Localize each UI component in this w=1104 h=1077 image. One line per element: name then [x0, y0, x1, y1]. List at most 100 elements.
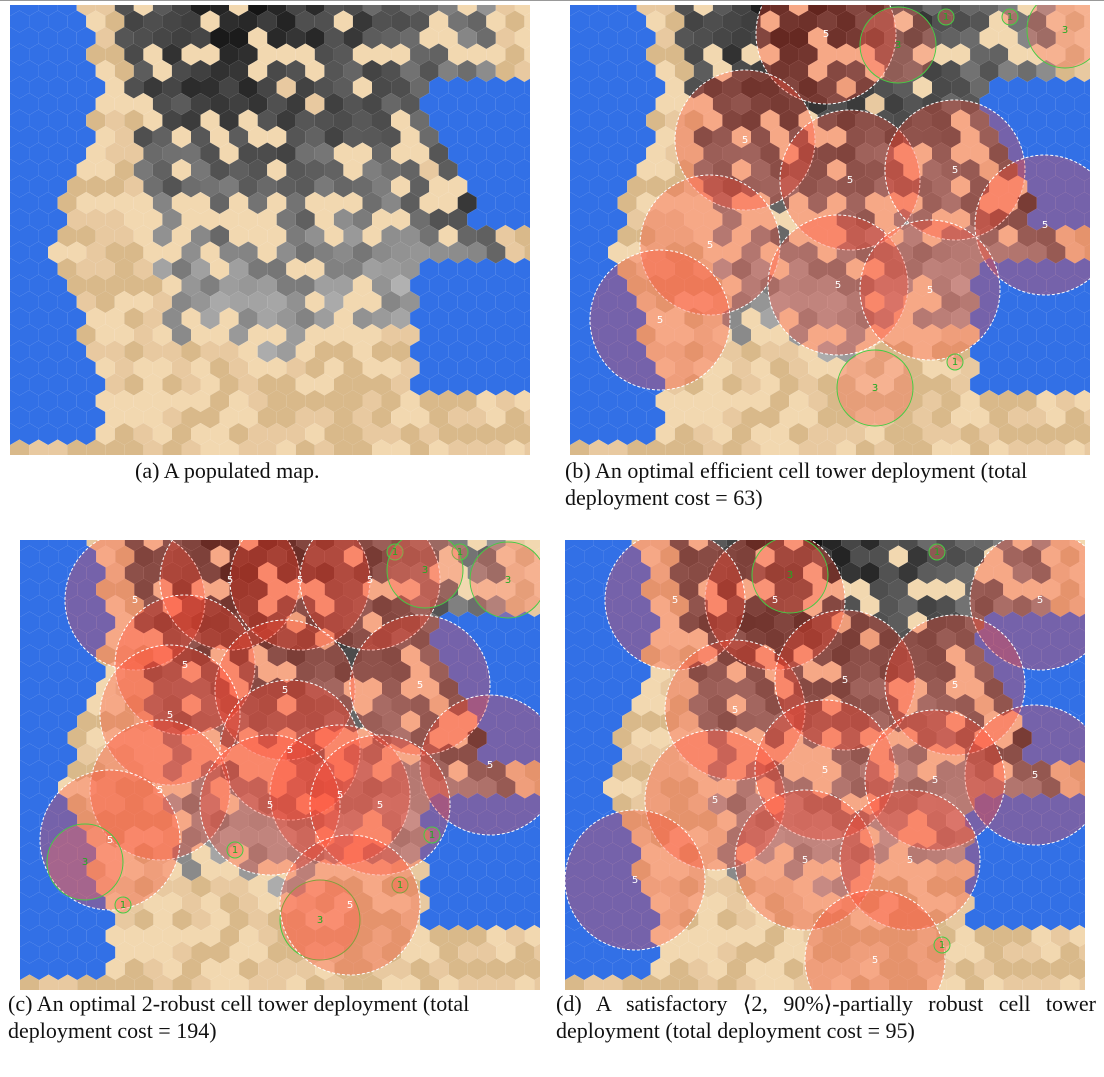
tower-cost: 5: [907, 855, 913, 866]
hex-cell: [541, 324, 560, 346]
hex-cell: [0, 892, 11, 914]
hex-cell: [1089, 628, 1104, 650]
hex-cell: [1, 810, 20, 832]
hex-cell: [0, 126, 1, 148]
hex-cell: [1089, 661, 1104, 683]
hex-cell: [1089, 694, 1104, 716]
tower-cost: 5: [267, 800, 273, 811]
hex-cell: [0, 225, 1, 247]
tower-cost: 5: [847, 175, 853, 186]
tower-cost: 3: [82, 857, 88, 868]
hex-cell: [1, 678, 20, 700]
hex-cell: [544, 892, 563, 914]
hex-cell: [551, 407, 570, 429]
hex-cell: [1099, 876, 1104, 898]
hex-cell: [0, 374, 10, 396]
hex-cell: [0, 308, 10, 330]
tower-cost: 5: [227, 575, 233, 586]
hex-cell: [534, 0, 553, 16]
hex-cell: [1099, 942, 1104, 964]
hex-cell: [1094, 225, 1104, 247]
hex-cell: [534, 258, 553, 280]
hex-cell: [1, 612, 20, 634]
tower-cost: 5: [742, 135, 748, 146]
caption: (d) A satisfactory ⟨2, 90%⟩-partially ro…: [556, 990, 1096, 1044]
hex-cell: [544, 529, 563, 551]
hex-cell: [0, 159, 1, 181]
tower-cost: 5: [337, 790, 343, 801]
hex-cell: [544, 374, 563, 396]
tower-cost: 3: [872, 383, 878, 394]
hex-cell: [541, 225, 560, 247]
hex-cell: [551, 44, 570, 66]
hex-cell: [1, 645, 20, 667]
tower-cost: 5: [487, 760, 493, 771]
hex-cell: [0, 628, 11, 650]
hex-cell: [551, 77, 570, 99]
hex-cell: [1089, 727, 1104, 749]
hex-cell: [546, 909, 565, 931]
hex-cell: [1094, 357, 1104, 379]
hex-cell: [1089, 760, 1104, 782]
hex-cell: [544, 11, 563, 33]
tower-cost: 1: [934, 547, 940, 558]
tower-cost: 5: [672, 595, 678, 606]
hex-cell: [546, 843, 565, 865]
hex-cell: [1, 546, 20, 568]
tower-cost: 5: [952, 165, 958, 176]
hex-cell: [551, 341, 570, 363]
hex-cell: [551, 308, 570, 330]
hex-cell: [1, 777, 20, 799]
hex-cell: [1094, 126, 1104, 148]
hex-cell: [541, 93, 560, 115]
hex-cell: [534, 192, 553, 214]
tower-cost: 1: [952, 357, 958, 368]
hex-cell: [534, 324, 553, 346]
hex-cell: [544, 341, 563, 363]
tower-cost: 3: [1062, 25, 1068, 36]
hex-cell: [0, 192, 1, 214]
hex-cell: [0, 27, 1, 49]
hex-cell: [544, 407, 563, 429]
tower-cost: 5: [1037, 595, 1043, 606]
tower-cost: 1: [120, 900, 126, 911]
hex-cell: [534, 225, 553, 247]
hex-cell: [544, 793, 563, 815]
tower-cost: 5: [287, 745, 293, 756]
hex-cell: [544, 242, 563, 264]
hex-cell: [544, 143, 563, 165]
tower-cost: 5: [772, 595, 778, 606]
tower-cost: 5: [732, 705, 738, 716]
hex-cell: [1094, 159, 1104, 181]
hex-cell: [541, 0, 560, 16]
caption: (c) An optimal 2-robust cell tower deplo…: [8, 990, 553, 1044]
hex-cell: [0, 760, 11, 782]
hex-cell: [546, 678, 565, 700]
hex-cell: [0, 60, 1, 82]
tower-cost: 5: [377, 800, 383, 811]
map-panel: 531135555555531: [541, 0, 1104, 462]
hex-cell: [1094, 390, 1104, 412]
tower-cost: 5: [872, 955, 878, 966]
hex-cell: [1094, 324, 1104, 346]
figure: 5311355555555315555113355555555555311113…: [0, 0, 1104, 1077]
hex-cell: [541, 159, 560, 181]
hex-cell: [0, 440, 10, 462]
hex-cell: [544, 44, 563, 66]
hex-cell: [534, 159, 553, 181]
hex-cell: [1089, 859, 1104, 881]
hex-cell: [0, 324, 1, 346]
hex-cell: [546, 546, 565, 568]
tower-cost: 1: [939, 940, 945, 951]
hex-cell: [1094, 93, 1104, 115]
tower-cost: 5: [712, 795, 718, 806]
hex-cell: [1099, 777, 1104, 799]
map-panels: 5311355555555315555113355555555555311113…: [0, 0, 1104, 1077]
hex-cell: [0, 77, 10, 99]
map-panel: [0, 0, 562, 462]
tower-cost: 5: [157, 785, 163, 796]
tower-cost: 5: [1032, 770, 1038, 781]
tower-cost: 5: [842, 675, 848, 686]
hex-cell: [534, 423, 553, 445]
hex-cell: [1089, 925, 1104, 947]
